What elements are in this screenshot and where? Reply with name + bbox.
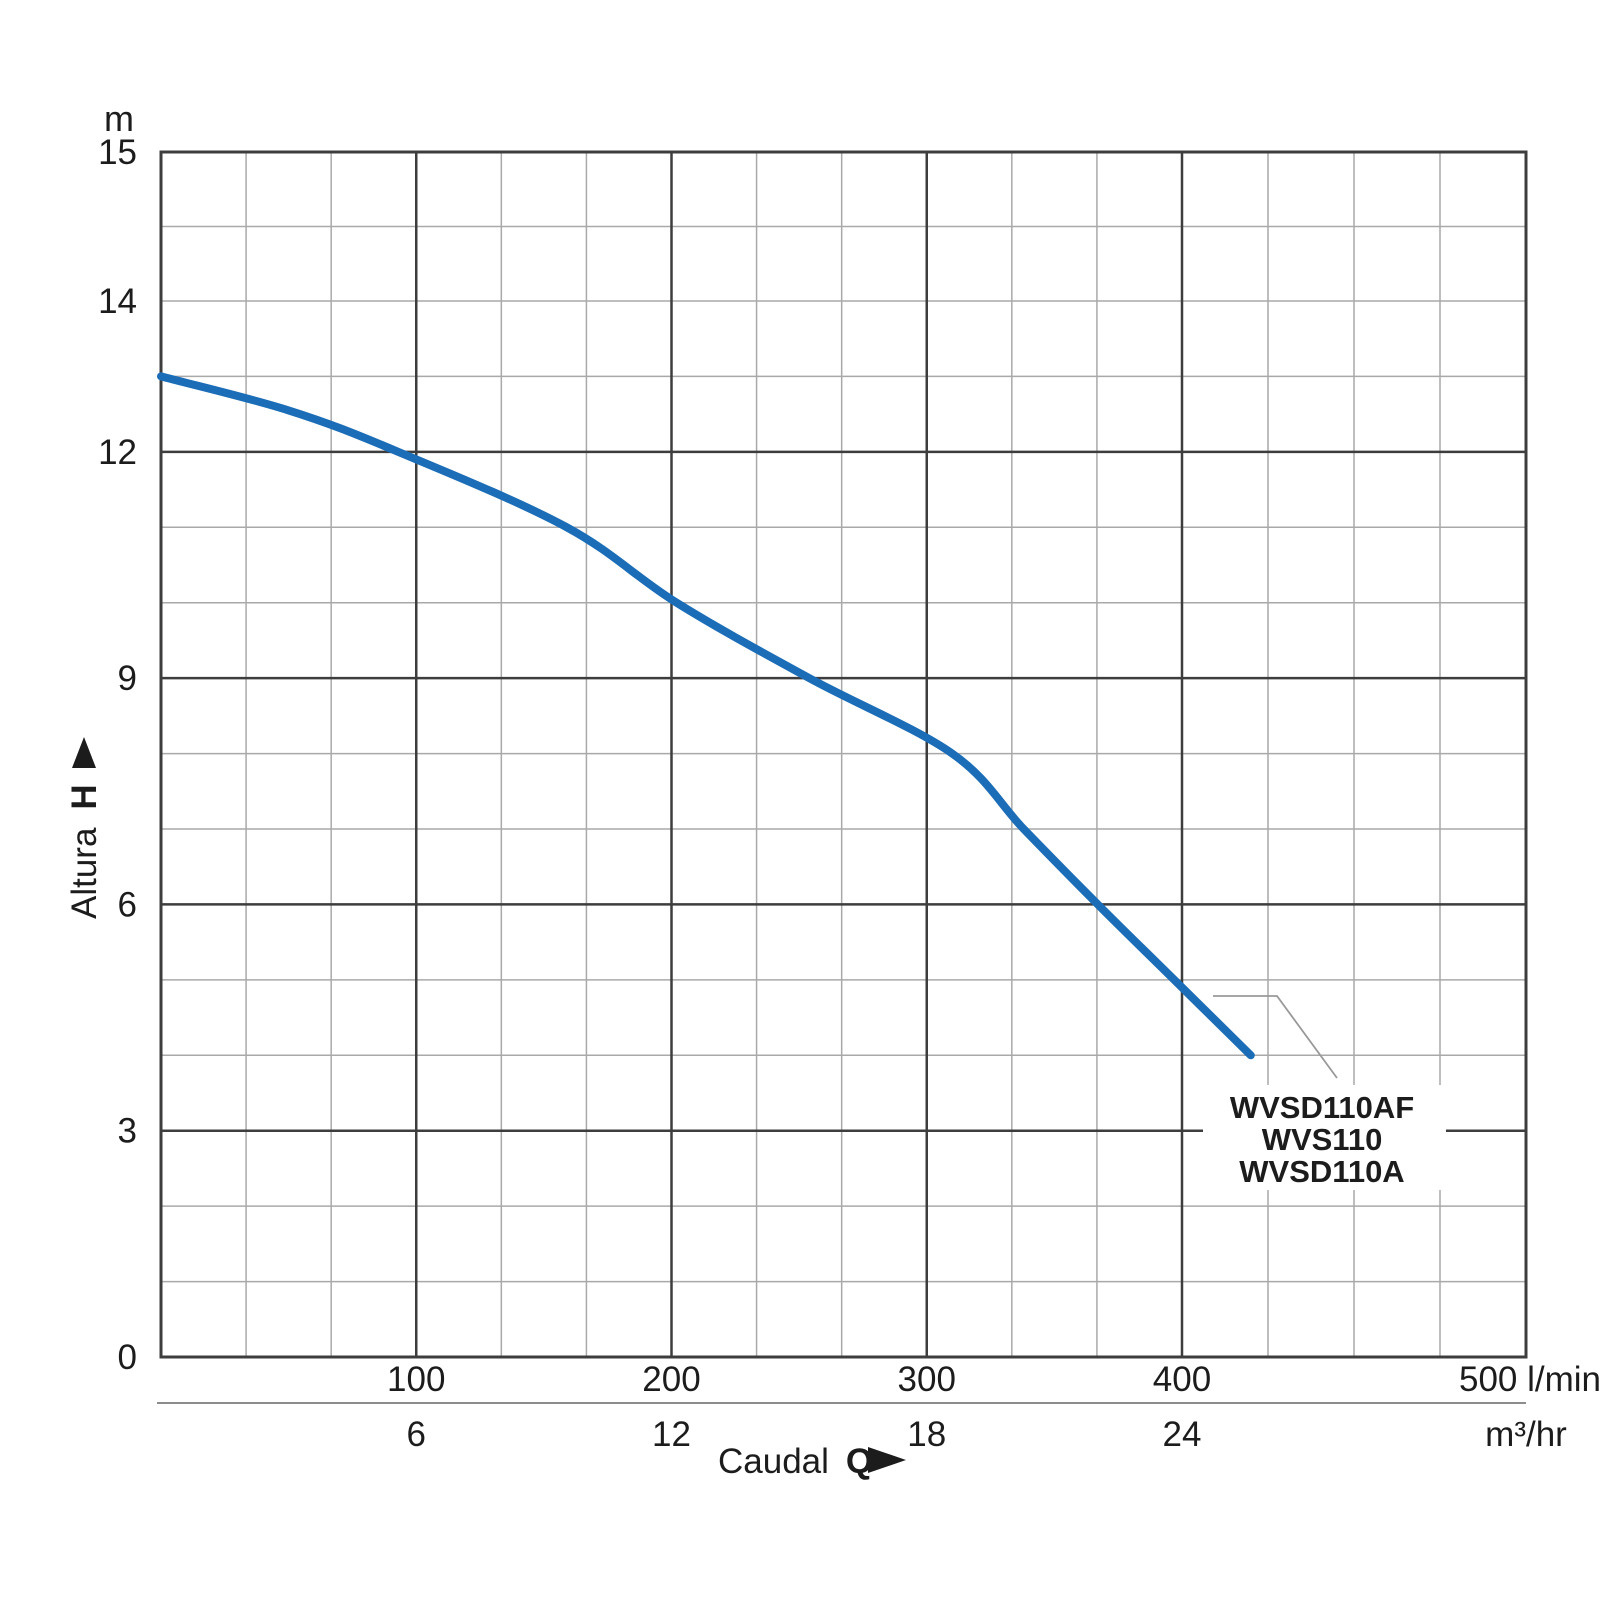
y-axis-title: AlturaH [65, 784, 104, 919]
series-label: WVSD110AF [1230, 1090, 1414, 1125]
plot-frame [159, 150, 1528, 1359]
series-label-box [1203, 1085, 1446, 1190]
x2-tick-label: 24 [1163, 1415, 1202, 1454]
x2-tick-label: 6 [407, 1415, 426, 1454]
y-tick-label: 6 [118, 885, 137, 924]
curve-layer [157, 372, 1255, 1060]
right-arrow-icon [868, 1447, 906, 1473]
x-axis-title: Caudal Q [718, 1442, 873, 1481]
y-axis-unit: m [104, 98, 134, 139]
ticks-layer: 15 14 12 9 6 3 0 100 200 300 400 500 l/min 6 12 18 24 [98, 133, 1600, 1454]
series-label: WVSD110A [1239, 1154, 1404, 1189]
y-tick-label: 3 [118, 1112, 137, 1151]
x-tick-label: 100 [387, 1360, 445, 1399]
y-tick-label: 15 [98, 133, 137, 172]
y-tick-label: 0 [118, 1338, 137, 1377]
x-tick-label: 300 [898, 1360, 956, 1399]
pump-curve [157, 372, 1255, 1060]
x-tick-label: 500 l/min [1459, 1360, 1600, 1399]
x2-axis-unit: m³/hr [1485, 1415, 1567, 1454]
x2-tick-label: 12 [652, 1415, 691, 1454]
up-arrow-icon [72, 737, 96, 768]
x-tick-label: 200 [642, 1360, 700, 1399]
x2-tick-label: 18 [907, 1415, 946, 1454]
series-label: WVS110 [1262, 1122, 1383, 1157]
y-tick-label: 14 [98, 282, 137, 321]
x-tick-label: 400 [1153, 1360, 1211, 1399]
y-tick-label: 9 [118, 659, 137, 698]
y-tick-label: 12 [98, 433, 137, 472]
leader-line [1213, 995, 1338, 1079]
